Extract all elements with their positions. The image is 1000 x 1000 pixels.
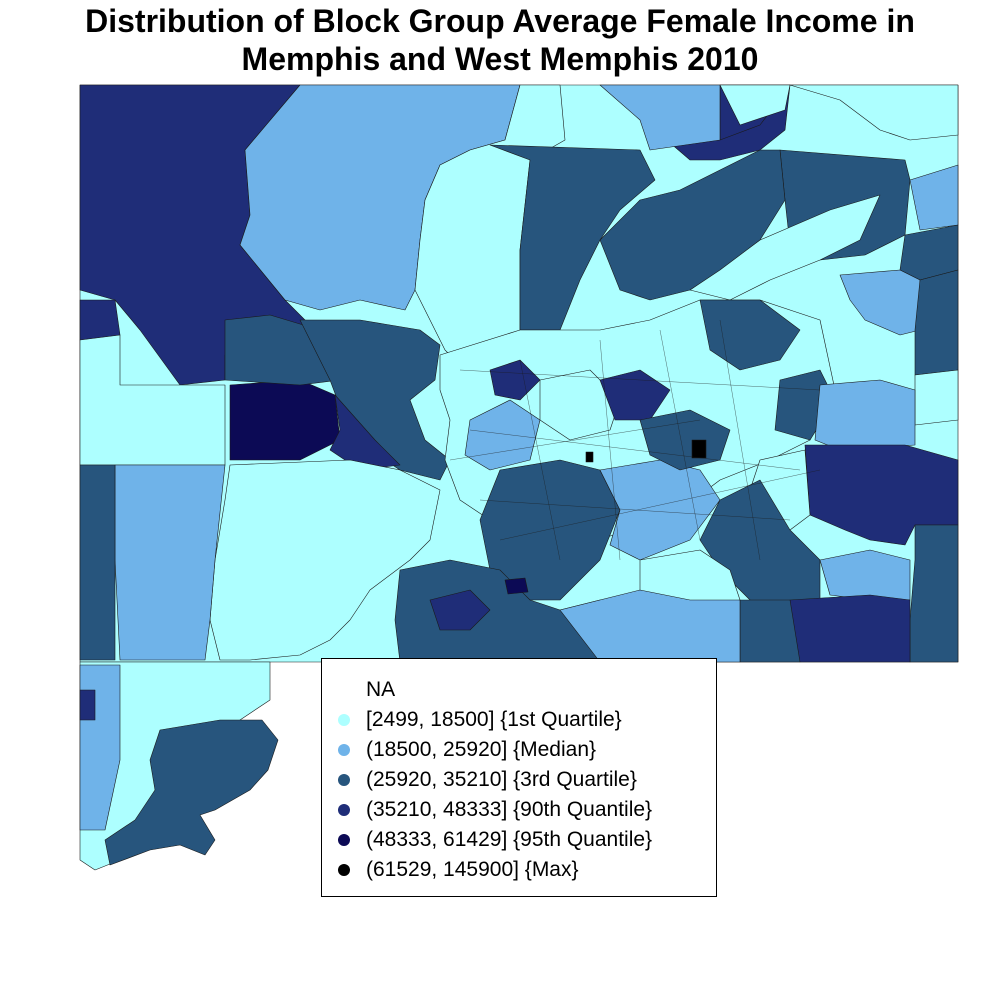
legend-item-na: NA: [322, 675, 716, 705]
region-sw-median-col: [114, 464, 226, 661]
region-sw-q90: [79, 689, 96, 721]
legend-item-3rd-quartile: (25920, 35210] {3rd Quartile}: [322, 765, 716, 795]
region-core-max-2: [585, 451, 594, 463]
region-core-q3c: [699, 299, 801, 371]
map-title-line-2: Memphis and West Memphis 2010: [241, 41, 759, 77]
region-core-median-b: [464, 399, 541, 471]
legend-swatch: [338, 864, 350, 876]
map-title: Distribution of Block Group Average Fema…: [0, 2, 1000, 78]
region-ne-q1-1: [789, 84, 959, 141]
region-core-q3: [479, 459, 621, 601]
region-s-q1: [639, 549, 741, 601]
map-title-line-1: Distribution of Block Group Average Fema…: [85, 3, 915, 39]
region-ne-q1-top: [719, 84, 791, 126]
legend-item-max: (61529, 145900] {Max}: [322, 855, 716, 885]
legend-label: (35210, 48333] {90th Quantile}: [366, 798, 653, 821]
legend-label: (48333, 61429] {95th Quantile}: [366, 828, 653, 851]
region-ne-diag-q1: [689, 194, 881, 301]
legend-label: (25920, 35210] {3rd Quartile}: [366, 768, 637, 791]
legend-swatch: [338, 834, 350, 846]
legend-item-median: (18500, 25920] {Median}: [322, 735, 716, 765]
region-n-q3-band: [489, 144, 656, 331]
region-ne-diag-q3: [599, 149, 786, 301]
region-e-median-2: [814, 379, 916, 451]
region-e-q3-2: [909, 524, 959, 663]
legend-swatch: [338, 774, 350, 786]
region-e-q3: [914, 269, 959, 376]
region-se-q90: [789, 594, 911, 663]
region-e-median: [839, 269, 921, 336]
region-core-q90: [599, 369, 671, 421]
legend-label: (61529, 145900] {Max}: [366, 858, 579, 881]
map-legend: NA [2499, 18500] {1st Quartile} (18500, …: [321, 658, 717, 897]
region-core-max-1: [691, 439, 707, 459]
region-core-q90b: [489, 359, 541, 401]
region-s-q95: [504, 577, 529, 595]
region-core-q3b: [639, 409, 731, 471]
region-ne-median: [599, 84, 721, 151]
legend-label: NA: [366, 678, 396, 701]
legend-item-1st-quartile: [2499, 18500] {1st Quartile}: [322, 705, 716, 735]
region-nw-dark-small: [79, 299, 121, 341]
region-s-q90: [429, 589, 491, 631]
legend-label: (18500, 25920] {Median}: [366, 738, 597, 761]
region-e-q90: [804, 444, 959, 546]
region-e-q1: [914, 369, 959, 426]
legend-item-90th-quantile: (35210, 48333] {90th Quantile}: [322, 795, 716, 825]
legend-item-95th-quantile: (48333, 61429] {95th Quantile}: [322, 825, 716, 855]
region-se-median: [819, 549, 911, 601]
legend-swatch: [338, 744, 350, 756]
legend-swatch: [338, 804, 350, 816]
region-se-q3-b: [739, 599, 801, 663]
region-sw-q3-col: [79, 464, 116, 661]
region-sw-q3: [104, 719, 279, 866]
legend-swatch: [338, 714, 350, 726]
legend-label: [2499, 18500] {1st Quartile}: [366, 708, 622, 731]
region-w-q95: [229, 379, 341, 461]
